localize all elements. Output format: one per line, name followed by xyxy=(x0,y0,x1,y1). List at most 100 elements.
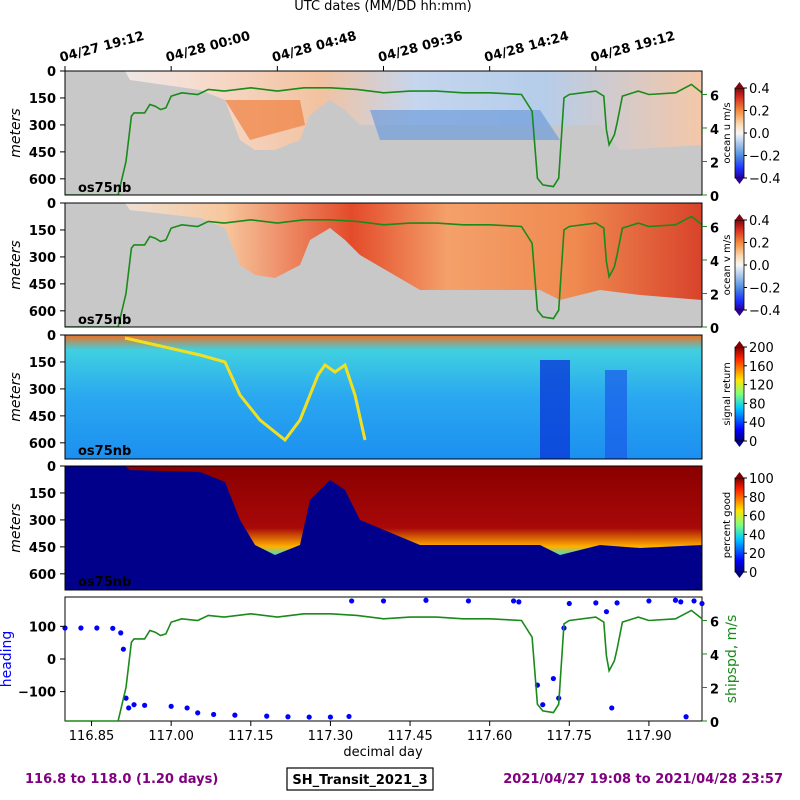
heading-point xyxy=(131,702,137,708)
heading-point xyxy=(593,600,599,606)
heading-point xyxy=(142,702,148,708)
depth-tick-label: 600 xyxy=(29,305,56,320)
right-tick-label: 6 xyxy=(710,221,719,236)
depth-tick-label: 150 xyxy=(29,224,56,239)
colorbar-tick-label: 40 xyxy=(749,528,766,543)
percent-good-low-region xyxy=(65,466,702,590)
colorbar-tick-label: −0.4 xyxy=(749,172,781,187)
heading-point xyxy=(380,598,387,604)
heading-point xyxy=(126,705,132,711)
ocean-u-red-patch xyxy=(225,100,305,140)
right-tick-label: 6 xyxy=(710,89,719,104)
depth-tick-label: 300 xyxy=(29,119,56,134)
colorbar-extend-bottom xyxy=(735,572,744,578)
colorbar-tick-label: 0.4 xyxy=(749,214,770,229)
depth-axes: 0 150 300 450 600 meters 0 150 300 450 600 meters 0 1… xyxy=(8,65,65,583)
depth-tick-label: 0 xyxy=(47,460,56,475)
colorbar-tick-label: 120 xyxy=(749,379,774,394)
colorbar-tick-label: 80 xyxy=(749,397,766,412)
depth-tick-label: 300 xyxy=(29,514,56,529)
heading-tick-label: 0 xyxy=(47,653,56,668)
colorbar-tick-label: 80 xyxy=(749,491,766,506)
ship-speed-line-2 xyxy=(65,215,702,327)
heading-point xyxy=(609,705,615,711)
bottom-axis-label: decimal day xyxy=(343,745,423,760)
right-tick-label: 4 xyxy=(710,123,719,138)
depth-axis-label: meters xyxy=(8,372,24,421)
instrument-tag-4: os75nb xyxy=(78,575,131,590)
colorbar-label: percent good xyxy=(722,492,733,558)
depth-axis-label: meters xyxy=(8,240,24,289)
heading-point xyxy=(120,646,126,652)
right-tick-label: 0 xyxy=(710,190,719,205)
right-tick-label: 4 xyxy=(710,255,719,270)
colorbar xyxy=(734,477,745,573)
colorbar-extend-bottom xyxy=(735,178,744,184)
ship-speed-series xyxy=(65,609,703,722)
signal-echo-trace xyxy=(124,336,367,443)
heading-point xyxy=(168,703,174,709)
bottom-tick-label: 117.00 xyxy=(148,729,194,744)
depth-tick-label: 600 xyxy=(29,568,56,583)
colorbar-label: ocean v m/s xyxy=(722,235,733,296)
colorbar-tick-label: 0.0 xyxy=(749,259,770,274)
colorbar-tick-label: 100 xyxy=(749,472,774,487)
heading-point xyxy=(232,712,238,718)
colorbars: 0.4 0.2 0.0 −0.2 −0.4 ocean u m/s 0.4 0.2 0.0 −0.… xyxy=(722,82,781,581)
colorbar-tick-label: 0 xyxy=(749,566,757,581)
right-tick-label: 2 xyxy=(710,288,719,303)
colorbar-tick-label: 0.2 xyxy=(749,237,770,252)
colorbar-tick-label: 20 xyxy=(749,547,766,562)
heading-point xyxy=(465,598,472,604)
signal-field xyxy=(65,335,702,459)
heading-point xyxy=(646,598,652,604)
depth-axis-label: meters xyxy=(8,108,24,157)
heading-point xyxy=(110,625,116,631)
heading-point xyxy=(540,702,546,708)
depth-tick-label: 0 xyxy=(47,197,56,212)
colorbar-tick-label: 0.2 xyxy=(749,105,770,120)
depth-tick-label: 150 xyxy=(29,487,56,502)
colorbar-extend-top xyxy=(735,341,744,347)
colorbar-extend-top xyxy=(735,82,744,88)
panel-ocean-v: os75nb xyxy=(64,202,703,328)
top-tick-label: 04/28 00:00 xyxy=(164,29,252,66)
heading-axis-ticks: 100 0 −100 xyxy=(18,620,65,701)
ocean-u-blue-patch xyxy=(370,110,560,140)
signal-dark-band-2 xyxy=(605,370,627,459)
heading-point xyxy=(550,675,556,682)
heading-point xyxy=(691,598,697,604)
colorbar-tick-label: 60 xyxy=(749,510,766,525)
heading-point xyxy=(510,598,517,604)
instrument-tag-2: os75nb xyxy=(78,313,131,328)
heading-point xyxy=(123,695,129,701)
top-tick-label: 04/28 19:12 xyxy=(589,29,677,66)
heading-point xyxy=(306,714,312,720)
right-tick-label: 0 xyxy=(710,322,719,337)
colorbar xyxy=(734,346,745,442)
top-tick-label: 04/28 04:48 xyxy=(270,29,358,66)
bottom-tick-label: 117.60 xyxy=(467,729,513,744)
top-axis-label: UTC dates (MM/DD hh:mm) xyxy=(294,0,471,14)
shipspd-axis-ticks: 0 2 4 6 xyxy=(702,615,719,731)
bottom-tick-label: 117.90 xyxy=(626,729,672,744)
depth-tick-label: 300 xyxy=(29,383,56,398)
heading-point xyxy=(423,597,429,603)
heading-point xyxy=(78,625,84,631)
shipspd-tick-label: 0 xyxy=(710,716,719,731)
colorbar-tick-label: −0.2 xyxy=(749,282,781,297)
colorbar-tick-label: −0.4 xyxy=(749,304,781,319)
heading-axis-label: heading xyxy=(0,631,15,688)
depth-tick-label: 150 xyxy=(29,92,56,107)
colorbar-tick-label: 200 xyxy=(749,341,774,356)
top-tick-label: 04/28 09:36 xyxy=(377,29,465,66)
heading-point xyxy=(614,600,620,606)
colorbar xyxy=(734,219,745,311)
heading-series xyxy=(62,597,705,720)
heading-point xyxy=(349,598,355,604)
colorbar-tick-label: 160 xyxy=(749,360,774,375)
heading-point xyxy=(195,710,201,716)
heading-point xyxy=(285,714,291,720)
depth-tick-label: 450 xyxy=(29,278,56,293)
